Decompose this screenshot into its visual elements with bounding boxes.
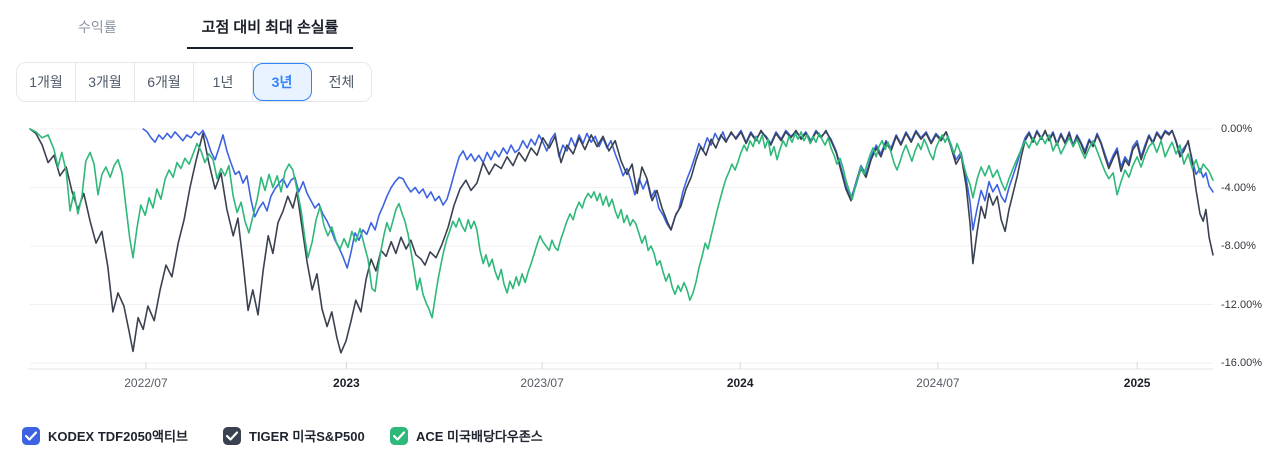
period-button-6m[interactable]: 6개월 xyxy=(135,63,194,101)
checkbox-checked-icon xyxy=(223,426,241,445)
x-axis-label: 2024 xyxy=(726,376,754,390)
period-button-1m[interactable]: 1개월 xyxy=(17,63,76,101)
period-selector: 1개월 3개월 6개월 1년 3년 전체 xyxy=(16,62,372,102)
period-button-3y[interactable]: 3년 xyxy=(253,63,312,101)
legend-item-ace[interactable]: ACE 미국배당다우존스 xyxy=(390,426,543,445)
x-axis-label: 2023/07 xyxy=(520,376,564,390)
y-axis-label: 0.00% xyxy=(1221,123,1253,135)
y-axis-label: -16.00% xyxy=(1221,357,1262,370)
chart-plot-area[interactable] xyxy=(30,118,1213,370)
checkbox-checked-icon xyxy=(390,426,408,445)
tab-bar: 수익률 고점 대비 최대 손실률 xyxy=(78,15,354,49)
legend-label: TIGER 미국S&P500 xyxy=(249,429,365,444)
x-axis-label: 2022/07 xyxy=(124,376,168,390)
tab-returns[interactable]: 수익률 xyxy=(78,19,117,35)
y-axis-label: -12.00% xyxy=(1221,298,1262,311)
checkbox-checked-icon xyxy=(22,426,40,445)
legend-label: ACE 미국배당다우존스 xyxy=(416,429,543,444)
period-button-3m[interactable]: 3개월 xyxy=(76,63,135,101)
period-button-all[interactable]: 전체 xyxy=(312,63,371,101)
period-button-1y[interactable]: 1년 xyxy=(194,63,253,101)
legend-label: KODEX TDF2050액티브 xyxy=(48,429,188,444)
y-axis-label: -8.00% xyxy=(1221,240,1256,253)
tab-max-drawdown[interactable]: 고점 대비 최대 손실률 xyxy=(186,15,354,49)
y-axis-label: -4.00% xyxy=(1221,181,1256,194)
x-axis-label: 2023 xyxy=(333,376,360,390)
x-axis-label: 2024/07 xyxy=(916,376,960,390)
x-axis-label: 2025 xyxy=(1123,376,1151,390)
legend-item-tiger[interactable]: TIGER 미국S&P500 xyxy=(223,426,365,445)
legend-item-kodex[interactable]: KODEX TDF2050액티브 xyxy=(22,426,188,445)
series-line-2 xyxy=(29,128,1214,319)
